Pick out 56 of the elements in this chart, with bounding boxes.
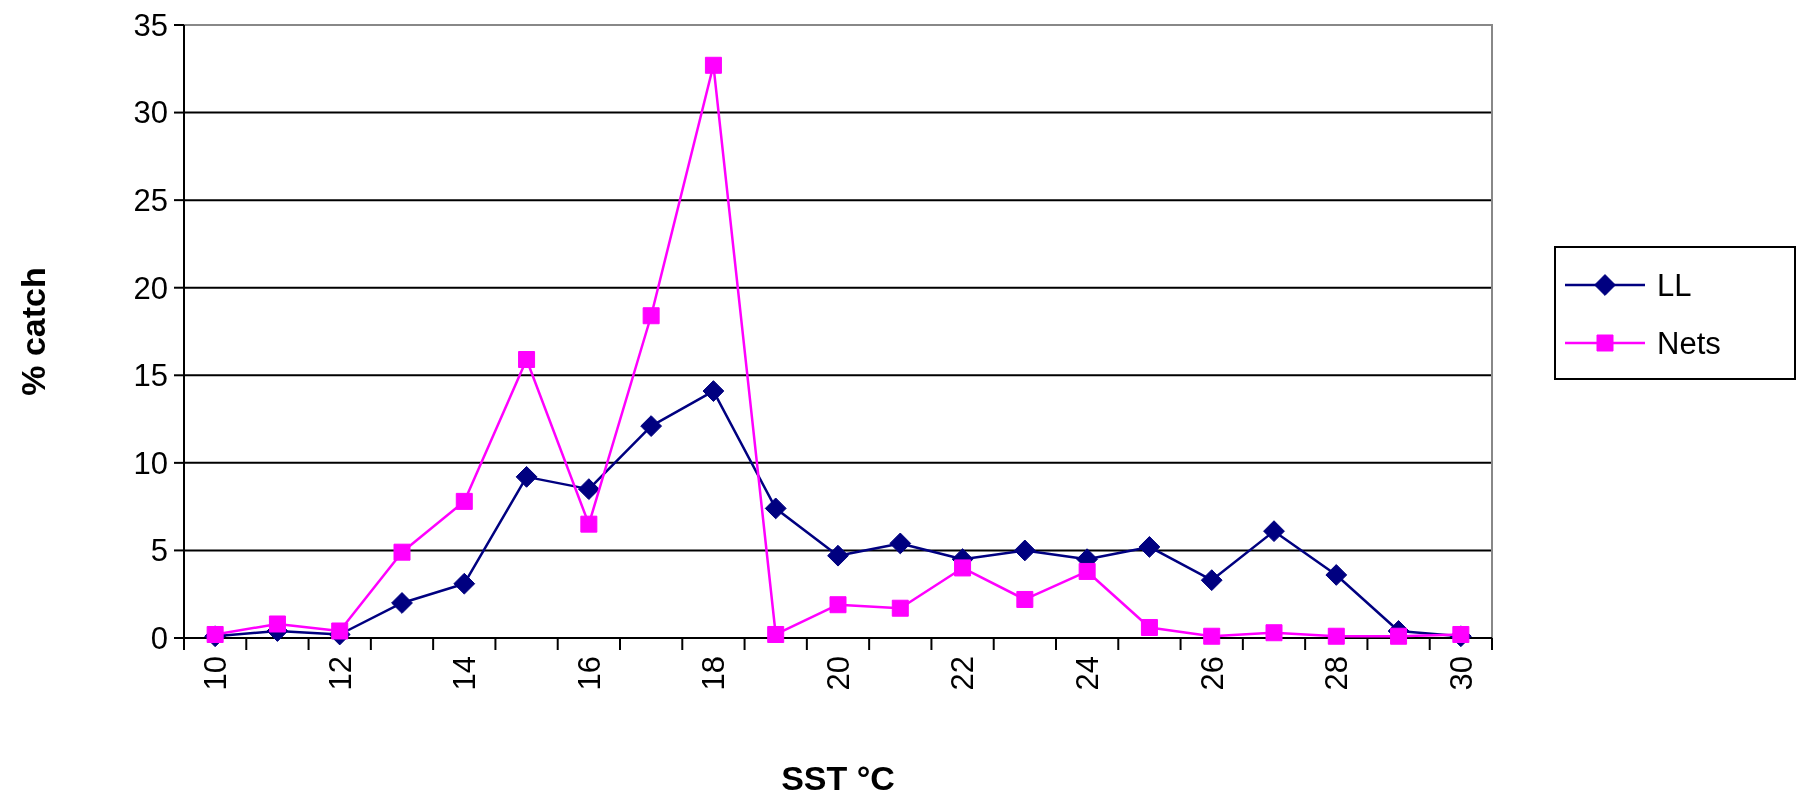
point: [1390, 627, 1408, 645]
legend-label: Nets: [1657, 325, 1721, 361]
y-tick-label: 15: [133, 358, 168, 394]
y-axis-title: % catch: [14, 267, 52, 396]
point: [1325, 564, 1348, 586]
point: [1327, 627, 1345, 645]
x-tick-label: 24: [1069, 656, 1105, 691]
point: [577, 478, 600, 501]
point: [1200, 569, 1223, 592]
x-tick-label: 10: [197, 656, 233, 691]
point: [767, 626, 785, 643]
point: [1013, 539, 1036, 562]
point: [827, 544, 849, 567]
point: [640, 415, 663, 437]
point: [1078, 562, 1096, 580]
point: [1016, 590, 1034, 608]
point: [704, 56, 722, 74]
y-tick-label: 10: [133, 445, 168, 481]
point: [1265, 624, 1283, 642]
y-tick-label: 5: [150, 533, 168, 569]
y-tick-label: 25: [133, 182, 168, 218]
point: [1140, 618, 1158, 636]
legend-label: LL: [1657, 267, 1692, 303]
point: [453, 572, 476, 595]
x-tick-label: 30: [1443, 656, 1479, 691]
x-tick-label: 14: [447, 656, 483, 691]
x-tick-label: 12: [322, 656, 358, 691]
point: [702, 380, 725, 402]
point: [889, 532, 912, 555]
point: [393, 543, 411, 561]
y-tick-label: 30: [133, 95, 168, 131]
x-tick-label: 28: [1319, 656, 1355, 691]
point: [515, 465, 538, 488]
x-tick-label: 26: [1194, 656, 1230, 691]
x-tick-label: 18: [696, 656, 732, 691]
point: [455, 492, 473, 510]
point: [268, 615, 286, 633]
point: [642, 307, 660, 325]
point: [580, 515, 598, 533]
y-tick-label: 20: [133, 270, 168, 306]
point: [954, 559, 972, 577]
point: [1263, 520, 1285, 543]
point: [518, 351, 536, 369]
x-axis-title: SST °C: [781, 759, 895, 797]
y-tick-label: 35: [133, 7, 168, 43]
point: [764, 497, 787, 520]
y-tick-label: 0: [150, 620, 168, 656]
point: [1203, 627, 1221, 645]
point: [331, 622, 349, 640]
x-tick-label: 20: [820, 656, 856, 691]
x-tick-label: 22: [945, 656, 981, 691]
x-tick-label: 16: [571, 656, 607, 691]
point: [829, 596, 847, 614]
point: [891, 599, 909, 617]
point: [391, 592, 413, 614]
point: [1138, 536, 1161, 558]
